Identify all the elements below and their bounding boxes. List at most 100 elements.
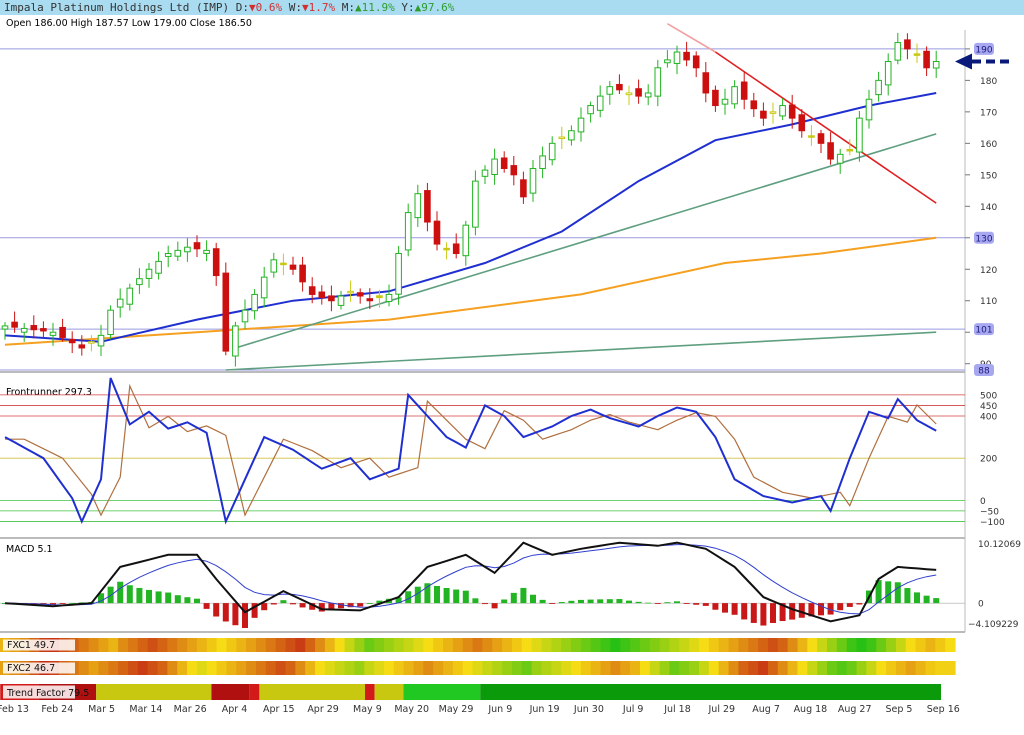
fxc2-strip-cell bbox=[216, 661, 228, 675]
trend-factor-strip-segment bbox=[249, 684, 260, 700]
price-tick-label: 140 bbox=[980, 203, 997, 213]
fxc1-strip-cell bbox=[354, 638, 365, 652]
candle-body bbox=[49, 331, 57, 336]
candle-body bbox=[654, 67, 662, 97]
fxc1-strip-cell bbox=[206, 638, 218, 652]
macd-histogram-bar bbox=[328, 603, 335, 610]
level-label-101: 101 bbox=[975, 326, 992, 336]
candle-body bbox=[558, 136, 566, 140]
candle-body bbox=[856, 117, 863, 153]
macd-histogram-bar bbox=[472, 598, 479, 604]
fxc1-strip-cell bbox=[167, 638, 178, 652]
chart-header: Impala Platinum Holdings Ltd (IMP) D:▼0.… bbox=[0, 0, 1024, 15]
candle-body bbox=[193, 242, 201, 250]
fxc1-strip-cell bbox=[669, 638, 680, 652]
fxc2-strip-label-bg bbox=[3, 662, 75, 674]
macd-histogram-bar bbox=[539, 599, 546, 604]
macd-histogram-bar bbox=[904, 588, 911, 604]
fxc2-strip-cell bbox=[561, 661, 572, 675]
fxc2-strip-cell bbox=[108, 661, 119, 675]
candle-body bbox=[635, 88, 642, 97]
macd-histogram-bar bbox=[568, 600, 575, 604]
candle-body bbox=[88, 341, 95, 344]
frontrunner-tick-label: 500 bbox=[980, 391, 997, 401]
candle-body bbox=[808, 135, 815, 138]
macd-histogram-bar bbox=[78, 602, 85, 604]
macd-histogram-bar bbox=[184, 597, 191, 604]
fxc1-strip-cell bbox=[177, 638, 188, 652]
fxc1-strip-cell bbox=[866, 638, 877, 652]
fxc1-strip-cell bbox=[708, 638, 720, 652]
candle-body bbox=[318, 291, 326, 299]
fxc1-strip-cell bbox=[236, 638, 247, 652]
macd-histogram-bar bbox=[98, 593, 104, 604]
candle-body bbox=[712, 89, 719, 107]
macd-histogram-bar bbox=[405, 591, 412, 604]
fxc2-strip-cell bbox=[580, 661, 592, 675]
candle-body bbox=[788, 104, 796, 119]
macd-histogram-bar bbox=[712, 603, 719, 610]
macd-histogram-bar bbox=[875, 580, 882, 604]
fxc2-strip-cell bbox=[777, 661, 789, 675]
macd-histogram-bar bbox=[462, 590, 469, 604]
fxc2-strip-cell bbox=[324, 661, 336, 675]
macd-histogram-bar bbox=[453, 589, 460, 604]
fxc1-strip-cell bbox=[482, 638, 493, 652]
fxc1-strip-cell bbox=[797, 638, 808, 652]
fxc1-strip-cell bbox=[265, 638, 277, 652]
fxc2-strip-cell bbox=[364, 661, 375, 675]
level-label-130: 130 bbox=[975, 234, 992, 244]
candle-body bbox=[20, 327, 28, 333]
fxc2-strip-cell bbox=[255, 661, 267, 675]
fxc2-strip-cell bbox=[531, 661, 543, 675]
fxc2-strip-cell bbox=[403, 661, 415, 675]
candle-body bbox=[539, 155, 546, 169]
fxc1-strip-cell bbox=[472, 638, 484, 652]
macd-histogram-bar bbox=[846, 603, 853, 607]
macd-histogram-bar bbox=[731, 603, 738, 615]
candle-body bbox=[414, 193, 422, 219]
fxc1-strip-cell bbox=[787, 638, 799, 652]
candle-body bbox=[702, 72, 710, 94]
fxc2-strip-cell bbox=[305, 661, 316, 675]
candle-body bbox=[932, 60, 940, 69]
fxc1-strip-cell bbox=[433, 638, 444, 652]
slow-moving-average bbox=[4, 236, 937, 346]
candle-body bbox=[366, 298, 374, 302]
candle-body bbox=[491, 158, 498, 175]
fxc1-strip-cell bbox=[836, 638, 848, 652]
fxc1-strip-cell bbox=[590, 638, 602, 652]
macd-histogram-bar bbox=[779, 603, 786, 622]
candle-body bbox=[424, 190, 431, 223]
macd-histogram-bar bbox=[434, 585, 440, 604]
fxc1-strip-cell bbox=[295, 638, 306, 652]
fxc1-strip-cell bbox=[137, 638, 149, 652]
fxc2-strip-cell bbox=[462, 661, 474, 675]
candle-body bbox=[596, 95, 604, 111]
x-axis-label: Aug 18 bbox=[794, 704, 828, 715]
fxc1-strip-cell bbox=[502, 638, 513, 652]
frontrunner-tick-label: 450 bbox=[980, 402, 997, 412]
candle-body bbox=[865, 98, 873, 121]
candle-body bbox=[529, 168, 537, 194]
macd-tick-label: 0 bbox=[978, 600, 984, 610]
fxc2-strip-cell bbox=[78, 661, 90, 675]
fxc1-strip-cell bbox=[364, 638, 375, 652]
fxc1-strip-cell bbox=[334, 638, 346, 652]
fast-moving-average bbox=[4, 92, 937, 343]
fxc2-strip-cell bbox=[935, 661, 946, 675]
fxc2-strip-cell bbox=[639, 661, 651, 675]
fxc1-strip-cell bbox=[886, 638, 897, 652]
candle-body bbox=[241, 309, 249, 323]
candle-body bbox=[616, 83, 623, 91]
candle-body bbox=[452, 243, 460, 255]
macd-histogram-bar bbox=[50, 603, 56, 605]
candle-body bbox=[40, 328, 47, 332]
fxc2-strip-cell bbox=[334, 661, 346, 675]
fxc2-strip-cell bbox=[797, 661, 808, 675]
fxc1-strip-cell bbox=[649, 638, 661, 652]
fxc2-strip-cell bbox=[551, 661, 562, 675]
fxc2-strip-cell bbox=[571, 661, 582, 675]
fxc2-strip-cell bbox=[541, 661, 552, 675]
level-badge-88 bbox=[974, 364, 994, 376]
